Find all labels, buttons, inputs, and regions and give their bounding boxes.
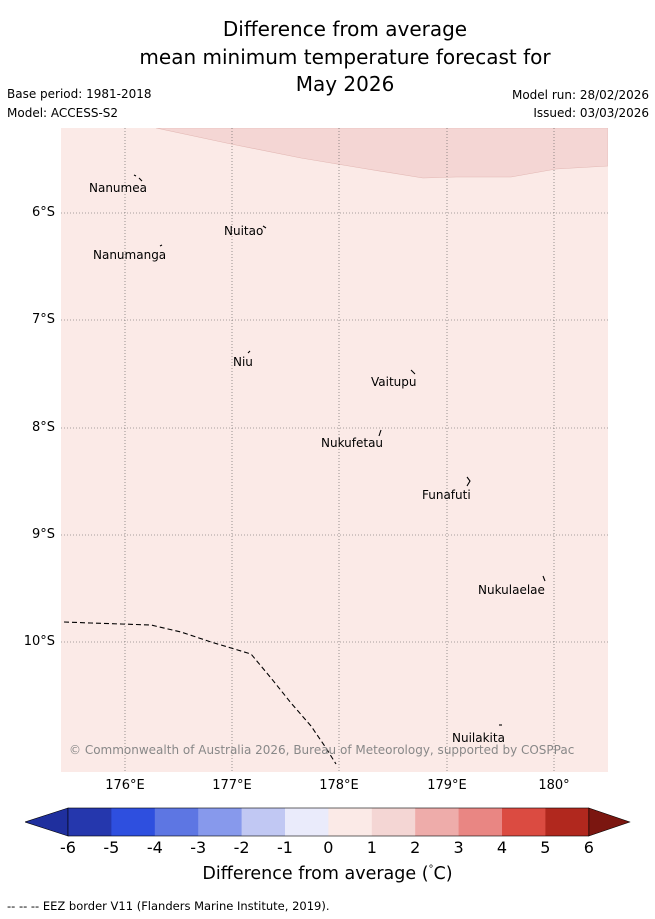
lon-label-177e: 177°E (212, 778, 252, 793)
colorbar-tick-label: -5 (103, 838, 120, 857)
colorbar-segment (371, 808, 416, 836)
place-label: Nanumea (89, 181, 147, 195)
eez-legend-note: -- -- -- EEZ border V11 (Flanders Marine… (7, 899, 330, 913)
lon-label-179e: 179°E (427, 778, 467, 793)
colorbar-label: Difference from average (°C) (0, 864, 655, 884)
colorbar-tick-label: 0 (323, 838, 334, 857)
colorbar-segment (328, 808, 373, 836)
colorbar-tick-label: 5 (540, 838, 551, 857)
place-label: Nuitao (224, 224, 263, 238)
map-panel: Nanumea Nuitao Nanumanga Niu Vaitupu Nuk… (61, 128, 608, 772)
model-name: Model: ACCESS-S2 (7, 106, 119, 120)
island-vaitupu (410, 369, 416, 375)
colorbar-tick-label: -1 (277, 838, 293, 857)
place-label: Nukulaelae (478, 583, 545, 597)
island-niu (247, 350, 251, 354)
colorbar-extend-high (588, 807, 631, 837)
colorbar-label-text: Difference from average ( (202, 864, 429, 884)
place-label: Funafuti (422, 488, 471, 502)
colorbar-segment (111, 808, 156, 836)
lon-label-180: 180° (538, 778, 570, 793)
colorbar-segment (154, 808, 199, 836)
island-funafuti (466, 476, 471, 487)
colorbar-tick-label: 1 (366, 838, 377, 857)
colorbar-segment (502, 808, 546, 836)
colorbar-tick-label: 4 (496, 838, 508, 857)
colorbar-tick-label: 2 (410, 838, 421, 857)
degree-symbol: ° (428, 864, 434, 876)
colorbar-segment (458, 808, 503, 836)
lat-label-7s: 7°S (31, 312, 55, 327)
eez-border (63, 621, 337, 765)
place-label: Vaitupu (371, 375, 417, 389)
colorbar-segment (285, 808, 329, 836)
place-labels: Nanumea Nuitao Nanumanga Niu Vaitupu Nuk… (89, 181, 545, 745)
base-period: Base period: 1981-2018 (7, 87, 152, 101)
colorbar-tick-label: -2 (233, 838, 250, 857)
colorbar-extend-low (25, 807, 69, 837)
colorbar-segment (68, 808, 112, 836)
issued-date: Issued: 03/03/2026 (533, 106, 649, 120)
place-label: Nukufetau (321, 436, 383, 450)
lat-label-8s: 8°S (31, 420, 55, 435)
lat-label-6s: 6°S (31, 205, 55, 220)
place-label: Niu (233, 355, 253, 369)
island-nukulaelae (542, 575, 546, 582)
model-run: Model run: 28/02/2026 (511, 88, 649, 102)
place-label: Nuilakita (452, 731, 505, 745)
colorbar-segment (415, 808, 460, 836)
colorbar-tick-label: -4 (146, 838, 163, 857)
lon-label-176e: 176°E (105, 778, 145, 793)
colorbar-segments (25, 807, 631, 837)
island-nanumanga (159, 244, 163, 247)
lon-label-178e: 178°E (319, 778, 359, 793)
colorbar-segment (198, 808, 243, 836)
title-line-3: May 2026 (295, 72, 395, 96)
colorbar-label-unit: C) (433, 864, 453, 884)
colorbar-segment (545, 808, 590, 836)
island-nukufetau (378, 429, 382, 437)
lat-label-9s: 9°S (31, 527, 55, 542)
colorbar (25, 807, 631, 837)
title-line-2: mean minimum temperature forecast for (139, 44, 551, 69)
colorbar-tick-label: 3 (453, 838, 464, 857)
graticule (61, 128, 608, 772)
colorbar-tick-label: -3 (190, 838, 207, 857)
island-nuitao (262, 225, 267, 229)
colorbar-segment (241, 808, 286, 836)
lat-label-10s: 10°S (23, 634, 55, 649)
colorbar-outline (67, 807, 590, 837)
place-label: Nanumanga (93, 248, 166, 262)
copyright-notice: © Commonwealth of Australia 2026, Bureau… (69, 743, 574, 757)
anomaly-region-0-1 (61, 128, 608, 772)
island-nanumea (133, 174, 143, 182)
title-line-1: Difference from average (222, 17, 468, 41)
colorbar-tick-label: -6 (60, 838, 76, 857)
islands (133, 174, 546, 726)
anomaly-region-1-2 (155, 128, 608, 179)
colorbar-tick-label: 6 (583, 838, 594, 857)
chart-title: Difference from average mean minimum tem… (0, 16, 655, 99)
